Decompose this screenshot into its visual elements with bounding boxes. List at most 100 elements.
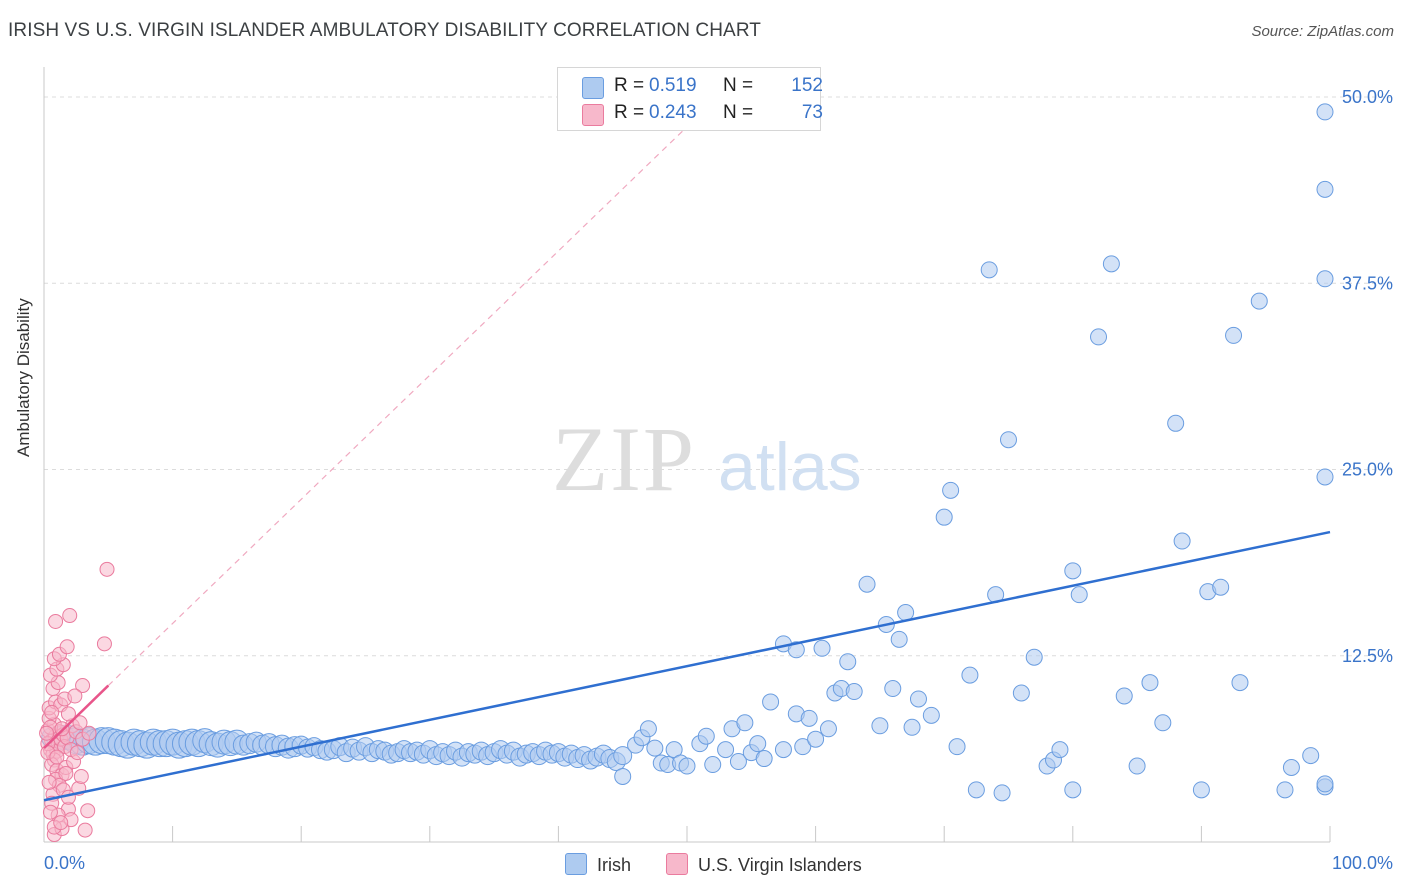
y-tick-label: 25.0% xyxy=(1342,460,1393,480)
irish-point xyxy=(1302,747,1320,765)
usvi-point xyxy=(58,765,74,781)
usvi-swatch xyxy=(582,104,604,126)
irish-legend-swatch xyxy=(565,853,587,875)
y-tick-label: 12.5% xyxy=(1342,646,1393,666)
irish-point xyxy=(967,781,985,799)
irish-point xyxy=(1250,292,1268,310)
irish-point xyxy=(613,746,633,766)
irish-point xyxy=(903,718,921,736)
irish-point xyxy=(1064,562,1082,580)
irish-point xyxy=(755,750,773,768)
usvi-point xyxy=(81,725,97,741)
y-axis-label: Ambulatory Disability xyxy=(14,298,33,457)
n-label: N = xyxy=(723,102,754,123)
irish-point xyxy=(897,604,915,622)
irish-point xyxy=(646,739,664,757)
irish-point xyxy=(1064,781,1082,799)
irish-point xyxy=(807,730,825,748)
irish-point xyxy=(697,727,715,745)
n-label: N = xyxy=(723,75,754,96)
irish-point xyxy=(1316,775,1334,793)
irish-point xyxy=(1090,328,1108,346)
irish-point xyxy=(935,508,953,526)
irish-point xyxy=(1316,270,1334,288)
r-value: 0.519 xyxy=(649,75,697,96)
irish-point xyxy=(800,709,818,727)
x-tick-label: 100.0% xyxy=(1332,853,1393,873)
irish-point xyxy=(1102,255,1120,273)
r-label: R = xyxy=(614,102,645,123)
usvi-point xyxy=(69,745,85,761)
usvi-legend-label: U.S. Virgin Islanders xyxy=(698,855,862,875)
chart-title: IRISH VS U.S. VIRGIN ISLANDER AMBULATORY… xyxy=(8,20,762,41)
usvi-point xyxy=(62,608,78,624)
n-value: 152 xyxy=(791,75,823,96)
irish-point xyxy=(1231,674,1249,692)
irish-point xyxy=(704,756,722,774)
irish-point xyxy=(1282,759,1300,776)
irish-point xyxy=(993,784,1011,802)
usvi-trend-dashed xyxy=(107,126,688,686)
grid-lines xyxy=(44,96,1393,657)
n-value: 73 xyxy=(801,102,823,123)
legend-item-irish[interactable]: Irish xyxy=(565,853,631,876)
irish-point xyxy=(980,261,998,279)
r-value: 0.243 xyxy=(649,102,697,123)
watermark: ZIP atlas xyxy=(552,408,862,510)
irish-point xyxy=(762,693,780,711)
irish-trend-line xyxy=(43,530,1331,802)
usvi-legend-swatch xyxy=(666,853,688,875)
irish-point xyxy=(1276,781,1294,799)
irish-point xyxy=(794,738,812,756)
usvi-point xyxy=(49,749,65,765)
usvi-point xyxy=(72,715,88,731)
irish-point xyxy=(787,641,805,659)
irish-point xyxy=(736,714,754,732)
watermark-atlas: atlas xyxy=(718,429,862,505)
irish-point xyxy=(884,680,902,698)
irish-point xyxy=(819,720,837,738)
usvi-point xyxy=(77,822,93,838)
irish-point xyxy=(1212,578,1230,596)
irish-point xyxy=(948,738,966,756)
correlation-legend: R = 0.519 N = 152 R = 0.243 N = 73 xyxy=(557,67,823,131)
irish-point xyxy=(871,717,889,735)
irish-point xyxy=(858,575,876,593)
usvi-point xyxy=(60,706,76,722)
irish-point xyxy=(1192,781,1210,799)
irish-swatch xyxy=(582,77,604,99)
usvi-point xyxy=(99,561,115,577)
y-tick-label: 50.0% xyxy=(1342,87,1393,107)
irish-point xyxy=(839,653,857,671)
usvi-point xyxy=(42,804,58,820)
irish-point xyxy=(1154,714,1172,732)
y-tick-label: 37.5% xyxy=(1342,273,1393,293)
usvi-point xyxy=(96,636,112,652)
irish-point xyxy=(1316,180,1334,198)
irish-point xyxy=(909,690,927,708)
irish-point xyxy=(678,757,696,775)
legend-item-usvi[interactable]: U.S. Virgin Islanders xyxy=(666,853,862,876)
irish-point xyxy=(729,753,747,771)
irish-point xyxy=(1173,532,1191,550)
irish-point xyxy=(961,666,979,684)
irish-point xyxy=(1128,757,1146,775)
irish-point xyxy=(1025,648,1043,666)
usvi-point xyxy=(73,768,89,784)
irish-point xyxy=(774,741,792,759)
usvi-point xyxy=(39,725,55,741)
x-tick-label: 0.0% xyxy=(44,853,85,873)
usvi-point xyxy=(80,803,96,819)
irish-point xyxy=(1316,468,1334,486)
irish-point xyxy=(614,767,632,785)
trend-lines xyxy=(43,530,1331,802)
usvi-point xyxy=(41,774,57,790)
irish-point xyxy=(1070,586,1088,604)
usvi-trend-line xyxy=(43,684,110,750)
irish-point xyxy=(845,683,863,701)
irish-point xyxy=(890,630,908,648)
usvi-point xyxy=(75,678,91,694)
irish-point xyxy=(1012,684,1030,702)
r-label: R = xyxy=(614,75,645,96)
